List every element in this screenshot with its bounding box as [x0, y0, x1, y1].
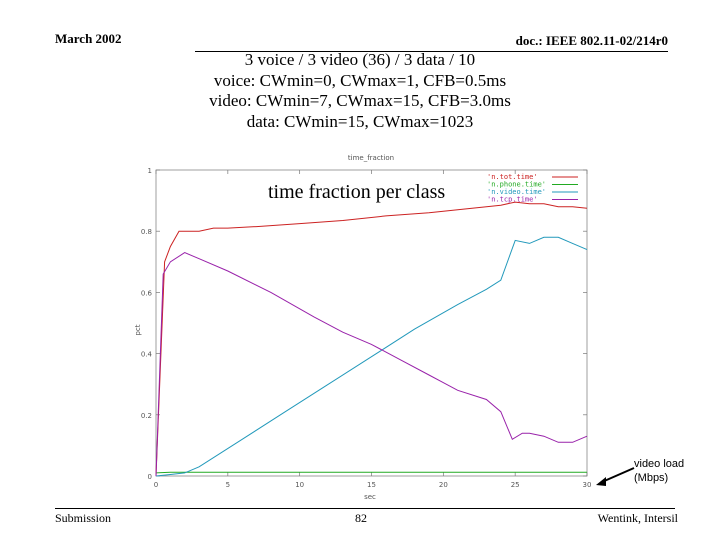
header-doc-id: doc.: IEEE 802.11-02/214r0: [515, 33, 668, 48]
y-tick-label: 0.6: [141, 289, 153, 297]
x-tick-label: 0: [154, 481, 158, 489]
title-line-3: video: CWmin=7, CWmax=15, CFB=3.0ms: [209, 91, 511, 110]
x-tick-label: 5: [226, 481, 230, 489]
legend-label-0: 'n.tot.time': [487, 173, 538, 181]
annotation-arrow: [596, 467, 635, 486]
y-tick-label: 1: [148, 167, 152, 175]
footer-submission: Submission: [55, 511, 112, 525]
slide-title: 3 voice / 3 video (36) / 3 data / 10 voi…: [0, 50, 720, 132]
series-line-2: [155, 236, 588, 477]
title-line-4: data: CWmin=15, CWmax=1023: [246, 111, 474, 131]
video-load-annotation: video load (Mbps): [634, 457, 684, 485]
x-tick-label: 25: [511, 481, 520, 489]
series-line-0: [155, 201, 588, 477]
y-tick-label: 0.4: [141, 351, 153, 359]
annotation-line-2: (Mbps): [634, 472, 669, 484]
title-line-2: voice: CWmin=0, CWmax=1, CFB=0.5ms: [213, 70, 507, 90]
chart-overlay-title: time fraction per class: [266, 181, 448, 204]
chart-title: time_fraction: [348, 154, 394, 162]
y-tick-label: 0: [148, 473, 152, 481]
footer-rule: [55, 508, 675, 509]
legend-label-3: 'n.tcp.time': [487, 196, 538, 204]
footer-author: Wentink, Intersil: [597, 511, 678, 525]
x-axis-label: sec: [364, 493, 376, 501]
x-tick-label: 10: [295, 481, 304, 489]
x-tick-label: 30: [583, 481, 592, 489]
header-rule: [195, 51, 668, 52]
y-tick-label: 0.2: [141, 412, 152, 420]
y-axis-label: pct: [134, 324, 142, 335]
series-line-3: [155, 252, 588, 477]
x-tick-label: 20: [439, 481, 448, 489]
y-tick-label: 0.8: [141, 228, 152, 236]
annotation-line-1: video load: [634, 458, 685, 470]
legend-label-2: 'n.video.time': [487, 188, 546, 196]
legend-label-1: 'n.phone.time': [487, 181, 546, 189]
header-date: March 2002: [55, 31, 122, 46]
series-line-1: [155, 471, 587, 474]
x-tick-label: 15: [367, 481, 376, 489]
plot-frame: [155, 169, 588, 477]
footer-page-number: 82: [355, 511, 367, 525]
title-line-1: 3 voice / 3 video (36) / 3 data / 10: [244, 50, 476, 69]
